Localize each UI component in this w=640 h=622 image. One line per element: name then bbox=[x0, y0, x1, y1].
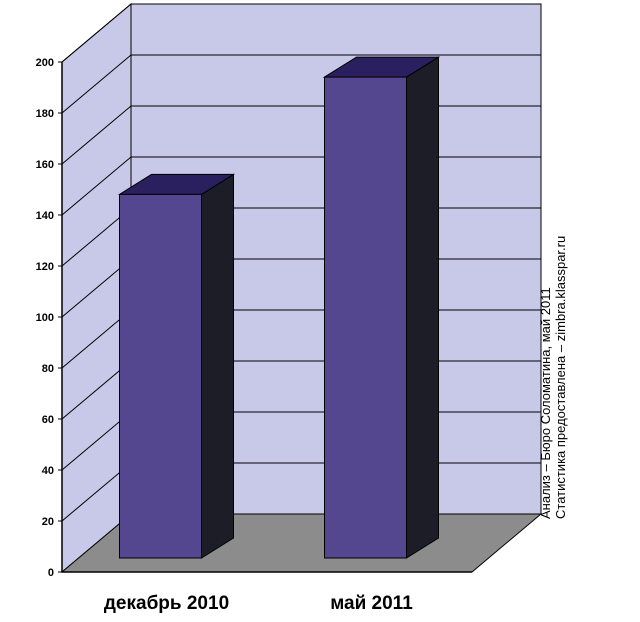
y-tick-label-200: 200 bbox=[36, 57, 54, 69]
y-tick-label-120: 120 bbox=[36, 261, 54, 273]
y-tick-label-160: 160 bbox=[36, 159, 54, 171]
y-tick-label-0: 0 bbox=[48, 567, 54, 579]
annotation-line-1: Анализ – Бюро Соломатина, май 2011 bbox=[538, 287, 553, 519]
gridline-left-200 bbox=[61, 3, 132, 63]
bars bbox=[117, 56, 441, 559]
bar-front-2 bbox=[324, 76, 407, 559]
bar-2 bbox=[322, 56, 441, 559]
gridline-left-180 bbox=[61, 54, 132, 114]
x-category-label-1: декабрь 2010 bbox=[104, 593, 229, 614]
y-tick-label-40: 40 bbox=[42, 465, 54, 477]
y-tick-label-80: 80 bbox=[42, 363, 54, 375]
gridline-left-140 bbox=[61, 156, 132, 216]
y-tick-label-100: 100 bbox=[36, 312, 54, 324]
y-tick-labels: 0 20 40 60 80 100 120 140 160 180 200 bbox=[36, 57, 54, 579]
x-category-labels: декабрь 2010 май 2011 bbox=[104, 593, 413, 614]
y-tick-label-180: 180 bbox=[36, 108, 54, 120]
bar-1 bbox=[117, 173, 236, 559]
axes bbox=[58, 61, 472, 573]
gridline-left-160 bbox=[61, 105, 132, 165]
bar-side-2 bbox=[406, 56, 439, 559]
bar-side-1 bbox=[201, 173, 234, 559]
y-tick-label-140: 140 bbox=[36, 210, 54, 222]
x-category-label-2: май 2011 bbox=[330, 593, 413, 614]
y-tick-label-20: 20 bbox=[42, 516, 54, 528]
y-tick-label-60: 60 bbox=[42, 414, 54, 426]
bar-front-1 bbox=[119, 193, 202, 559]
annotation-line-2: Статистика предоставлена – zimbra.klassp… bbox=[553, 235, 568, 519]
